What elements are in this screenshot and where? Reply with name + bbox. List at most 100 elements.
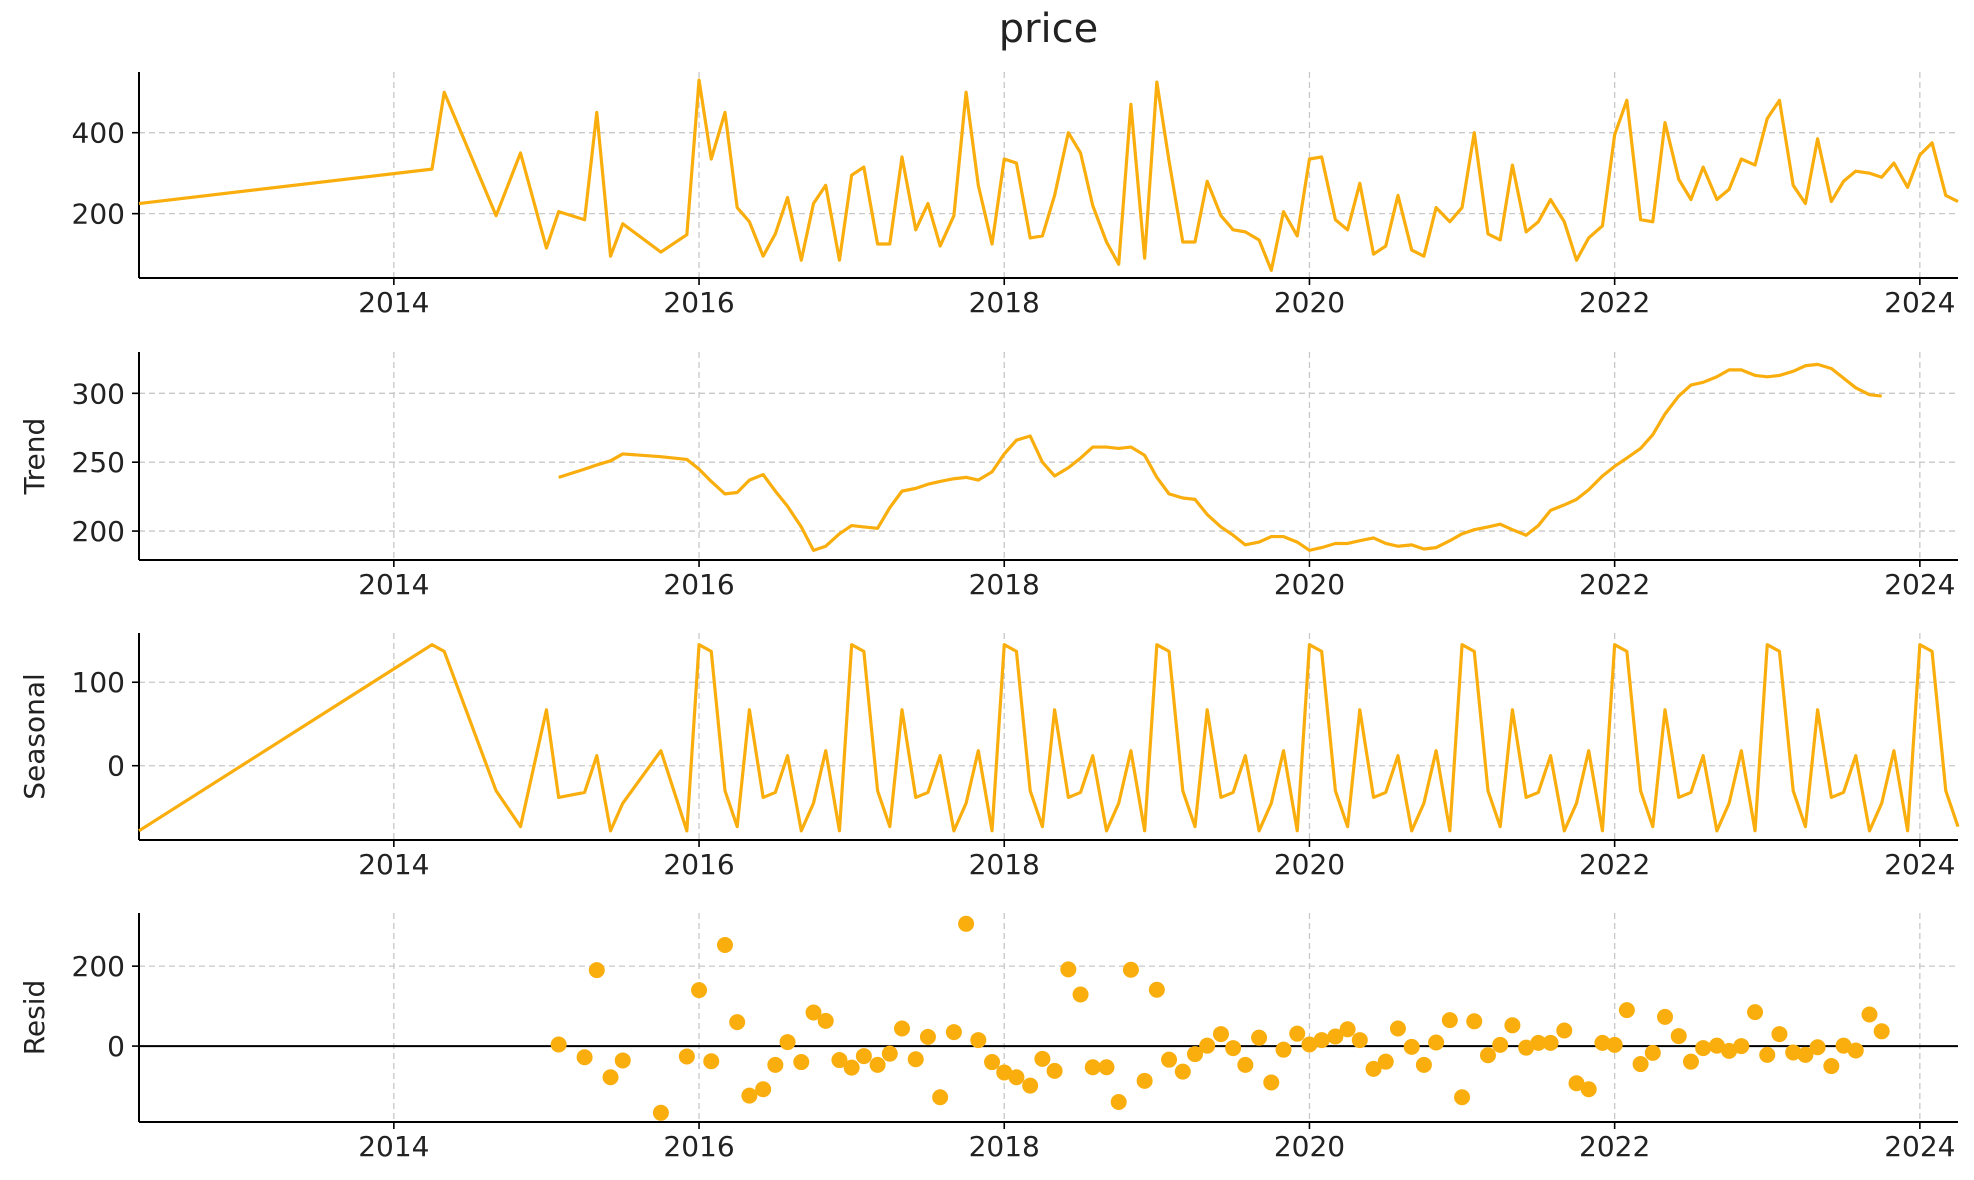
data-point — [1161, 1051, 1178, 1068]
data-point — [958, 915, 975, 932]
data-point — [1084, 1059, 1101, 1076]
y-tick-label: 200 — [72, 950, 125, 983]
data-point — [1072, 986, 1089, 1003]
y-axis-label: Resid — [18, 980, 51, 1056]
x-tick-label: 2020 — [1274, 568, 1345, 601]
data-point — [996, 1064, 1013, 1081]
data-point — [869, 1056, 886, 1073]
data-point — [1313, 1032, 1330, 1049]
data-point — [1060, 961, 1077, 978]
data-point — [1809, 1039, 1826, 1056]
data-point — [945, 1024, 962, 1041]
y-axis-label: Seasonal — [18, 673, 51, 800]
data-point — [1835, 1037, 1852, 1054]
data-line — [558, 362, 1882, 552]
data-point — [1632, 1056, 1649, 1073]
data-point — [1657, 1008, 1674, 1025]
y-tick-label: 300 — [72, 377, 125, 410]
y-tick-label: 0 — [107, 750, 125, 783]
data-point — [1823, 1058, 1840, 1075]
data-point — [779, 1034, 796, 1051]
data-point — [1199, 1037, 1216, 1054]
data-point — [755, 1081, 772, 1098]
data-line — [138, 78, 1959, 272]
data-point — [894, 1020, 911, 1037]
data-point — [1861, 1006, 1878, 1023]
data-point — [1682, 1053, 1699, 1070]
data-point — [1568, 1075, 1585, 1092]
data-point — [741, 1087, 758, 1104]
data-point — [1747, 1004, 1764, 1021]
data-point — [1785, 1044, 1802, 1061]
data-point — [1580, 1081, 1597, 1098]
data-point — [1670, 1028, 1687, 1045]
data-point — [907, 1051, 924, 1068]
data-point — [1530, 1034, 1547, 1051]
data-point — [703, 1053, 720, 1070]
x-tick-label: 2014 — [358, 1130, 429, 1163]
data-point — [1644, 1044, 1661, 1061]
data-point — [1110, 1094, 1127, 1111]
data-point — [1263, 1074, 1280, 1091]
data-point — [1034, 1050, 1051, 1067]
x-tick-label: 2024 — [1884, 848, 1955, 881]
data-point — [1708, 1037, 1725, 1054]
chart-title: price — [999, 6, 1099, 52]
x-tick-label: 2024 — [1884, 1130, 1955, 1163]
data-point — [1504, 1017, 1521, 1034]
data-point — [984, 1054, 1001, 1071]
data-point — [1415, 1056, 1432, 1073]
data-point — [1389, 1020, 1406, 1037]
y-tick-label: 0 — [107, 1030, 125, 1063]
data-point — [1847, 1042, 1864, 1059]
data-point — [1301, 1036, 1318, 1053]
data-point — [1212, 1026, 1229, 1043]
data-point — [1606, 1036, 1623, 1053]
data-point — [1377, 1053, 1394, 1070]
data-point — [678, 1048, 695, 1065]
data-point — [1046, 1062, 1063, 1079]
x-tick-label: 2018 — [969, 568, 1040, 601]
data-point — [1518, 1039, 1535, 1056]
x-tick-label: 2018 — [969, 848, 1040, 881]
subplot: 2014 2016 2018 2020 2022 2024 200 250 300 Trend — [18, 352, 1958, 601]
data-point — [1008, 1069, 1025, 1086]
data-point — [831, 1052, 848, 1069]
data-point — [691, 982, 708, 999]
x-tick-label: 2024 — [1884, 568, 1955, 601]
x-tick-label: 2016 — [663, 1130, 734, 1163]
data-point — [1556, 1022, 1573, 1039]
x-tick-label: 2016 — [663, 568, 734, 601]
data-point — [1873, 1023, 1890, 1040]
data-point — [1186, 1046, 1203, 1063]
x-tick-label: 2014 — [358, 568, 429, 601]
x-tick-label: 2016 — [663, 848, 734, 881]
data-point — [716, 936, 733, 953]
data-point — [1542, 1034, 1559, 1051]
data-point — [652, 1104, 669, 1121]
data-point — [1327, 1028, 1344, 1045]
data-point — [1441, 1012, 1458, 1029]
data-point — [1237, 1056, 1254, 1073]
data-point — [1771, 1026, 1788, 1043]
data-point — [1339, 1021, 1356, 1038]
data-point — [1098, 1059, 1115, 1076]
data-point — [1428, 1034, 1445, 1051]
data-point — [817, 1012, 834, 1029]
data-point — [932, 1089, 949, 1106]
data-point — [1618, 1002, 1635, 1019]
x-tick-label: 2020 — [1274, 286, 1345, 319]
y-tick-label: 200 — [72, 198, 125, 231]
subplot: 2014 2016 2018 2020 2022 2024 0 200 Resid — [18, 913, 1958, 1163]
data-point — [1492, 1036, 1509, 1053]
data-point — [602, 1069, 619, 1086]
data-point — [1022, 1077, 1039, 1094]
x-tick-label: 2018 — [969, 1130, 1040, 1163]
data-point — [1695, 1040, 1712, 1057]
data-point — [855, 1048, 872, 1065]
data-point — [576, 1049, 593, 1066]
data-point — [805, 1004, 822, 1021]
data-point — [1225, 1040, 1242, 1057]
y-tick-label: 200 — [72, 515, 125, 548]
